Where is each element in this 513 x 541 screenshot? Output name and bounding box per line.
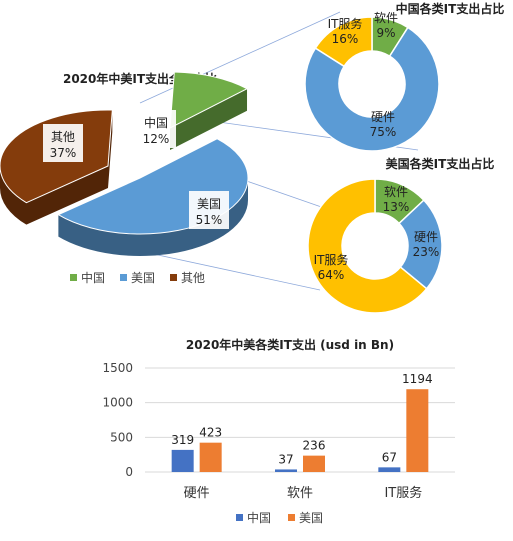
donut-usa-title: 美国各类IT支出占比 [386,156,495,171]
bar-ytick-1: 500 [110,430,133,444]
donut2-slice-1 [397,199,443,290]
donut2-label-name-0: 软件 [384,185,408,199]
bar-legend-label-1: 美国 [299,511,323,525]
donut1-slice-1 [304,26,440,152]
bar-1-0 [199,442,222,472]
pie-label-box-2 [43,124,83,162]
pie-legend-label-0: 中国 [81,270,105,285]
donut2-slice-2 [307,178,428,314]
donut1-label-value-2: 16% [332,32,359,46]
bar-category-label-2: IT服务 [384,485,422,501]
bar-value-label-0-1: 37 [278,452,293,466]
donut2-label-value-2: 64% [318,268,345,282]
pie-legend-label-2: 其他 [181,271,205,285]
pie-slice-side-0 [170,72,248,150]
bar-ytick-3: 1500 [102,361,133,375]
bar-0-1 [275,469,297,472]
donut1-label-value-0: 9% [376,26,395,40]
pie-legend-swatch-1 [120,274,127,281]
bar-0-2 [378,467,401,472]
bar-value-label-1-1: 236 [303,439,326,453]
bar-ytick-2: 1000 [102,396,133,410]
donut-china-title: 中国各类IT支出占比 [396,1,505,16]
bar-title: 2020年中美各类IT支出 (usd in Bn) [186,337,394,352]
donut2-label-value-0: 13% [383,200,410,214]
bar-value-label-0-0: 319 [171,433,194,447]
donut1-label-name-2: IT服务 [328,16,363,31]
bar-value-label-1-0: 423 [199,426,222,440]
donut1-label-name-1: 硬件 [371,110,395,124]
bar-value-label-0-2: 67 [382,450,397,464]
connector-line-4 [237,177,331,211]
pie-label-box-1 [189,191,229,229]
pie-label-name-0: 中国 [144,115,168,130]
bar-0-0 [171,449,194,472]
donut1-label-value-1: 75% [370,125,397,139]
pie-slice-side-2 [0,110,113,225]
pie-legend-label-1: 美国 [131,271,155,285]
donut1-slice-2 [314,16,373,68]
bar-category-label-0: 硬件 [184,486,210,501]
pie-slice-0 [169,71,249,129]
pie-chart: 中国 12% 美国 51% 其他 37% [0,71,249,257]
pie-label-value-0: 12% [143,132,170,146]
pie-label-name-2: 其他 [51,130,75,144]
donut2-label-name-1: 硬件 [414,230,438,244]
pie-label-value-1: 51% [196,213,223,227]
pie-label-name-1: 美国 [197,197,221,211]
pie-legend: 中国 美国 其他 [70,270,205,285]
bar-legend-swatch-0 [236,514,243,521]
pie-label-value-2: 37% [50,146,77,160]
donut2-label-name-2: IT服务 [314,252,349,267]
donut2-label-value-1: 23% [413,245,440,259]
bar-legend-swatch-1 [288,514,295,521]
bar-ytick-0: 0 [125,465,133,479]
bar-1-1 [303,455,325,472]
donut1-label-name-0: 软件 [374,11,398,25]
bar-1-2 [406,389,429,472]
pie-label-box-0 [136,110,176,148]
pie-legend-swatch-2 [170,274,177,281]
bar-category-label-1: 软件 [287,486,313,501]
pie-legend-swatch-0 [70,274,77,281]
bar-legend-label-0: 中国 [247,510,271,525]
bar-value-label-1-2: 1194 [402,372,433,386]
